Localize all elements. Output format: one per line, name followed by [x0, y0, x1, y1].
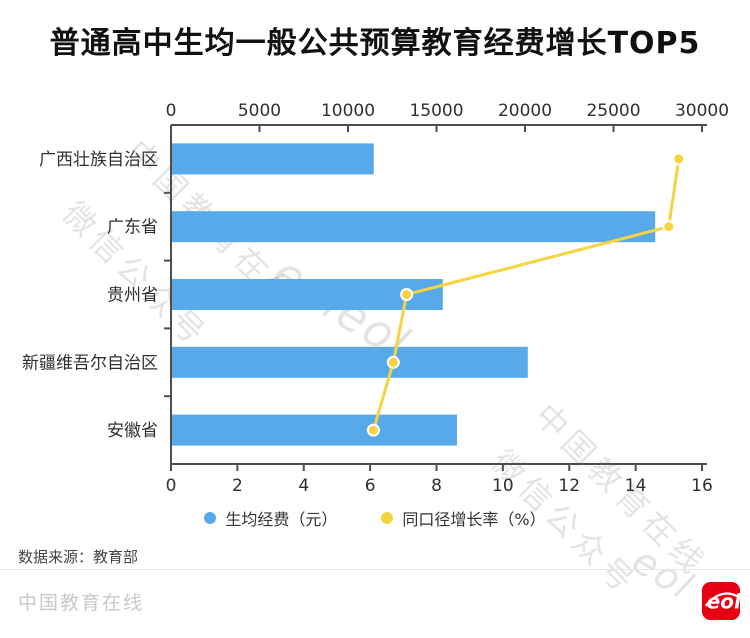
brand-text: 中国教育在线 — [18, 592, 145, 614]
top-axis-tick-label: 10000 — [321, 101, 375, 121]
legend-label: 同口径增长率（%） — [402, 510, 546, 529]
category-label: 贵州省 — [107, 286, 158, 306]
top-axis-tick-label: 5000 — [238, 101, 281, 121]
chart-title: 普通高中生均一般公共预算教育经费增长TOP5 — [49, 26, 701, 61]
bottom-axis-tick-label: 2 — [232, 476, 243, 496]
bottom-axis-tick-label: 14 — [625, 476, 647, 496]
bar-贵州省 — [172, 279, 443, 310]
legend-dot-icon — [204, 512, 217, 524]
bottom-axis-tick-label: 4 — [298, 476, 309, 496]
eol-logo-swoosh — [704, 592, 738, 607]
bar-广东省 — [172, 211, 656, 243]
bar-安徽省 — [172, 414, 457, 446]
growth-rate-point-2 — [400, 288, 414, 301]
bottom-axis-tick-label: 6 — [365, 476, 376, 496]
bottom-axis-tick-label: 16 — [691, 476, 713, 496]
watermark-text: eol — [624, 538, 702, 609]
top-axis-tick-label: 20000 — [498, 101, 552, 121]
data-source-note: 数据来源：教育部 — [18, 548, 139, 566]
eol-logo-background — [701, 581, 741, 621]
growth-rate-point-0 — [672, 152, 686, 166]
footer-divider — [0, 569, 750, 570]
legend-item-1: 同口径增长率（%） — [381, 506, 546, 530]
bar-广西壮族自治区 — [172, 143, 374, 175]
chart-plot-area: 0 5000 10000 15000 20000 25000 30000 0 2 4 6 8 10 12 1… — [22, 101, 729, 496]
bottom-axis-tick-label: 0 — [166, 476, 177, 496]
category-label: 安徽省 — [107, 421, 158, 441]
eol-logo: eol — [701, 581, 741, 621]
bottom-axis-tick-label: 8 — [431, 476, 442, 496]
top-axis-tick-label: 25000 — [586, 101, 640, 121]
category-label: 新疆维吾尔自治区 — [22, 353, 158, 373]
growth-rate-point-1 — [662, 220, 676, 234]
legend-label: 生均经费（元） — [225, 510, 338, 529]
legend-dot-icon — [381, 512, 394, 524]
legend-item-0: 生均经费（元） — [204, 506, 337, 530]
growth-rate-point-3 — [386, 355, 400, 369]
growth-rate-point-4 — [366, 423, 380, 437]
top-axis-tick-label: 30000 — [675, 101, 729, 121]
bar-新疆维吾尔自治区 — [172, 346, 528, 378]
legend: 生均经费（元） 同口径增长率（%） — [0, 506, 750, 530]
bottom-axis-tick-label: 10 — [492, 476, 514, 496]
bottom-axis-tick-label: 12 — [558, 476, 580, 496]
top-axis-tick-label: 15000 — [409, 101, 463, 121]
category-label: 广东省 — [107, 218, 158, 238]
top-axis-tick-label: 0 — [166, 101, 177, 121]
bar-line-chart: 0 5000 10000 15000 20000 25000 30000 0 2 4 6 8 10 12 1… — [0, 88, 750, 498]
category-label: 广西壮族自治区 — [39, 150, 158, 170]
